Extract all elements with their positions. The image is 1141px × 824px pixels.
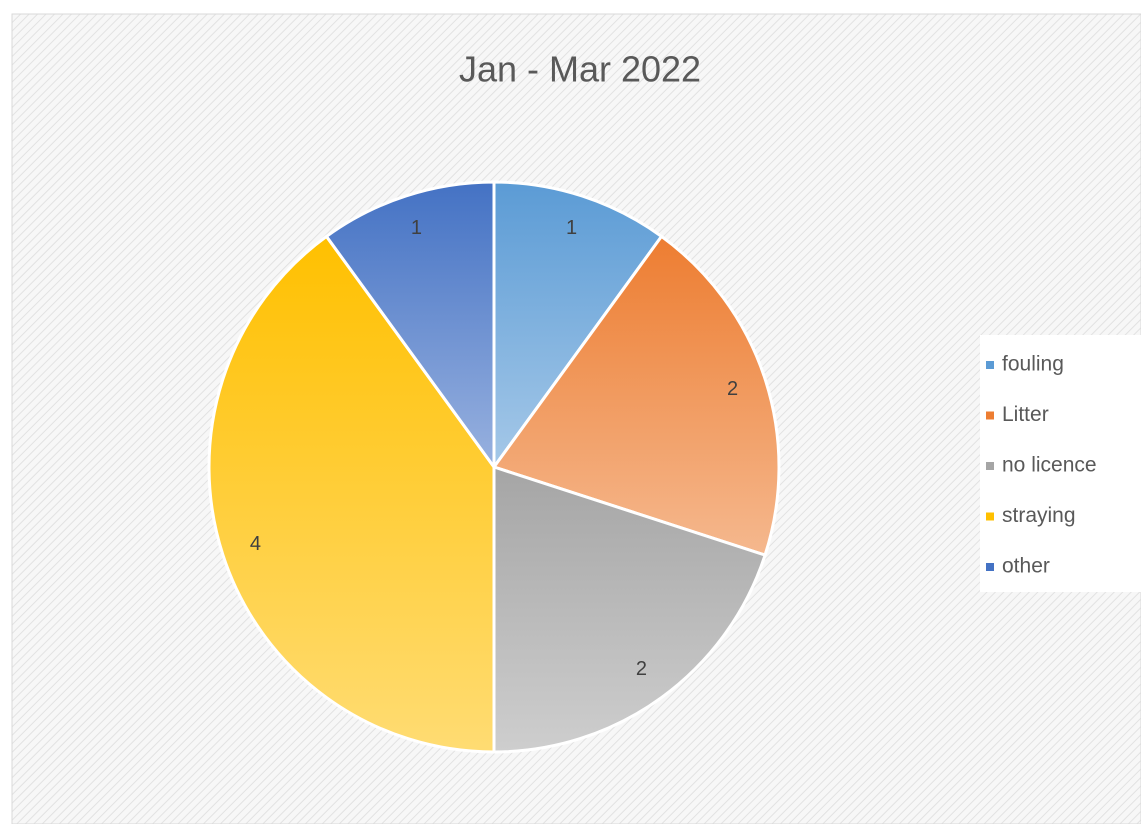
chart-title: Jan - Mar 2022 [459, 49, 701, 90]
legend-marker [986, 512, 994, 521]
legend-marker [986, 361, 994, 369]
legend-marker [986, 411, 994, 420]
legend-label: other [1002, 555, 1050, 578]
data-label: 1 [411, 217, 422, 239]
pie-slice [492, 464, 767, 754]
legend-label: straying [1002, 504, 1076, 527]
pie-slice [324, 180, 496, 472]
data-label: 1 [566, 217, 577, 239]
pie-slice [207, 234, 496, 754]
pie-slice [492, 180, 664, 472]
data-label: 4 [250, 533, 261, 555]
pie-slice [491, 234, 781, 557]
legend-label: Litter [1002, 403, 1049, 426]
legend-box [980, 335, 1141, 592]
legend-marker [986, 462, 994, 470]
data-label: 2 [636, 658, 647, 680]
data-label: 2 [727, 378, 738, 400]
legend-marker [986, 563, 994, 571]
legend-label: no licence [1002, 454, 1097, 477]
legend-label: fouling [1002, 353, 1064, 376]
